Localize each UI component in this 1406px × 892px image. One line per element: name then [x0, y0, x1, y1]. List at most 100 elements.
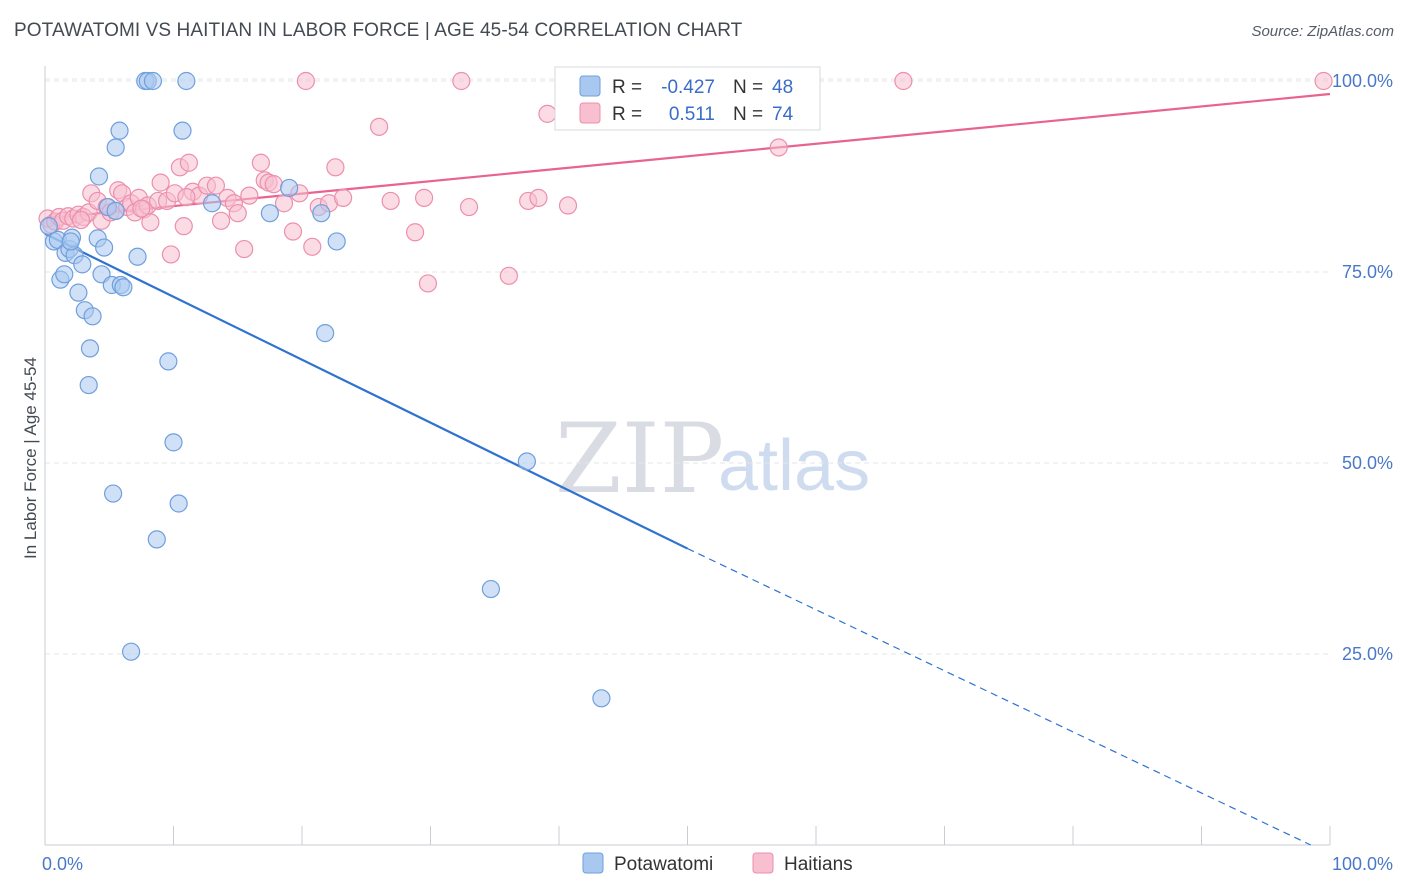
- potawatomi-point-32: [159, 352, 178, 371]
- haitians-point-57: [381, 191, 400, 211]
- x-tick-label-0: 0.0%: [42, 854, 83, 874]
- potawatomi-point-31: [147, 530, 166, 549]
- haitians-point-47: [274, 194, 294, 213]
- haitians-point-71: [71, 210, 91, 230]
- stats-n-value-potawatomi: 48: [772, 77, 793, 98]
- potawatomi-point-47: [61, 232, 80, 251]
- potawatomi-point-37: [202, 194, 222, 213]
- potawatomi-point-10: [73, 255, 92, 274]
- potawatomi-point-9: [69, 283, 88, 302]
- x-tick-labels: 0.0% 100.0%: [42, 854, 1393, 874]
- legend-label-haitians: Haitians: [784, 854, 853, 875]
- potawatomi-point-42: [327, 232, 346, 251]
- haitians-point-41: [235, 239, 254, 259]
- stats-r-label-haitians: R =: [612, 104, 642, 125]
- x-tick-label-100: 100.0%: [1332, 854, 1393, 874]
- legend-swatch-haitians: [752, 852, 774, 874]
- haitians-point-65: [529, 188, 548, 207]
- potawatomi-point-38: [260, 204, 279, 223]
- haitians-point-50: [303, 237, 322, 256]
- chart-title: POTAWATOMI VS HAITIAN IN LABOR FORCE | A…: [14, 20, 743, 41]
- potawatomi-point-27: [128, 247, 147, 266]
- haitians-point-55: [296, 71, 315, 91]
- haitians-point-63: [499, 266, 518, 285]
- haitians-point-72: [132, 199, 151, 218]
- stats-swatch-haitians: [579, 102, 601, 124]
- haitians-point-26: [151, 173, 170, 192]
- potawatomi-point-21: [104, 484, 123, 503]
- potawatomi-point-36: [177, 71, 196, 91]
- haitians-point-66: [538, 104, 557, 123]
- potawatomi-point-33: [164, 433, 183, 452]
- potawatomi-point-18: [95, 238, 114, 257]
- haitians-point-46: [264, 175, 283, 194]
- haitians-point-32: [179, 153, 199, 172]
- legend-swatch-potawatomi: [582, 852, 604, 874]
- potawatomi-point-44: [517, 452, 536, 471]
- potawatomi-point-16: [89, 167, 109, 186]
- y-tick-label-100: 100.0%: [1332, 71, 1393, 91]
- trend-lines: [44, 92, 1331, 846]
- haitians-point-58: [405, 223, 425, 242]
- potawatomi-point-4: [55, 265, 74, 284]
- potawatomi-point-26: [121, 642, 141, 661]
- haitians-point-37: [211, 211, 231, 230]
- potawatomi-point-43: [481, 579, 500, 599]
- haitians-point-70: [1314, 71, 1333, 91]
- potawatomi-point-45: [592, 689, 611, 708]
- y-tick-labels: 25.0% 50.0% 75.0% 100.0%: [1332, 71, 1393, 664]
- potawatomi-point-41: [316, 324, 335, 343]
- haitians-point-62: [459, 197, 479, 217]
- haitians-point-54: [334, 188, 353, 207]
- y-tick-label-75: 75.0%: [1342, 262, 1393, 282]
- haitians-point-61: [452, 71, 471, 91]
- haitians-point-36: [206, 176, 226, 195]
- stats-n-label-haitians: N =: [733, 104, 763, 125]
- potawatomi-point-39: [280, 178, 299, 198]
- stats-r-value-haitians: 0.511: [669, 104, 715, 125]
- trend-line-potawatomi: [44, 232, 688, 550]
- y-tick-label-25: 25.0%: [1342, 644, 1393, 664]
- y-tick-label-50: 50.0%: [1342, 453, 1393, 473]
- y-axis-label: In Labor Force | Age 45-54: [21, 357, 40, 559]
- stats-n-value-haitians: 74: [772, 104, 794, 125]
- haitians-point-28: [161, 245, 181, 264]
- haitians-point-31: [174, 217, 193, 236]
- watermark-atlas: atlas: [718, 426, 870, 506]
- potawatomi-point-40: [312, 204, 331, 223]
- potawatomi-point-46: [106, 201, 125, 220]
- series-haitians-points: [38, 71, 1333, 293]
- haitians-point-68: [769, 138, 788, 157]
- stats-r-label-potawatomi: R =: [612, 77, 642, 98]
- potawatomi-point-12: [79, 375, 98, 395]
- potawatomi-point-34: [169, 494, 188, 513]
- series-legend: Potawatomi Haitians: [582, 852, 853, 875]
- stats-legend: R = -0.427 N = 48 R = 0.511 N = 74: [554, 66, 821, 131]
- haitians-point-42: [240, 186, 259, 205]
- axes: [44, 66, 1331, 846]
- potawatomi-point-14: [83, 307, 102, 326]
- stats-r-value-potawatomi: -0.427: [661, 77, 715, 98]
- potawatomi-point-13: [80, 339, 100, 358]
- haitians-point-48: [283, 222, 303, 241]
- haitians-point-56: [370, 117, 389, 136]
- stats-n-label-potawatomi: N =: [733, 77, 763, 98]
- haitians-point-40: [228, 204, 247, 223]
- haitians-point-73: [177, 188, 196, 207]
- potawatomi-point-25: [114, 278, 133, 297]
- haitians-point-67: [558, 196, 578, 215]
- watermark-zip: ZIP: [555, 403, 724, 515]
- haitians-point-53: [326, 158, 345, 177]
- potawatomi-point-30: [143, 71, 163, 91]
- haitians-point-43: [251, 153, 270, 172]
- source-credit: Source: ZipAtlas.com: [1251, 23, 1394, 40]
- series-potawatomi-points: [39, 71, 611, 708]
- haitians-point-69: [894, 71, 913, 91]
- haitians-point-59: [414, 188, 434, 207]
- haitians-point-24: [141, 213, 160, 232]
- potawatomi-point-23: [110, 121, 129, 140]
- trend-line-haitians: [44, 92, 1331, 220]
- stats-swatch-potawatomi: [579, 75, 601, 97]
- grid-lines: [45, 78, 1330, 655]
